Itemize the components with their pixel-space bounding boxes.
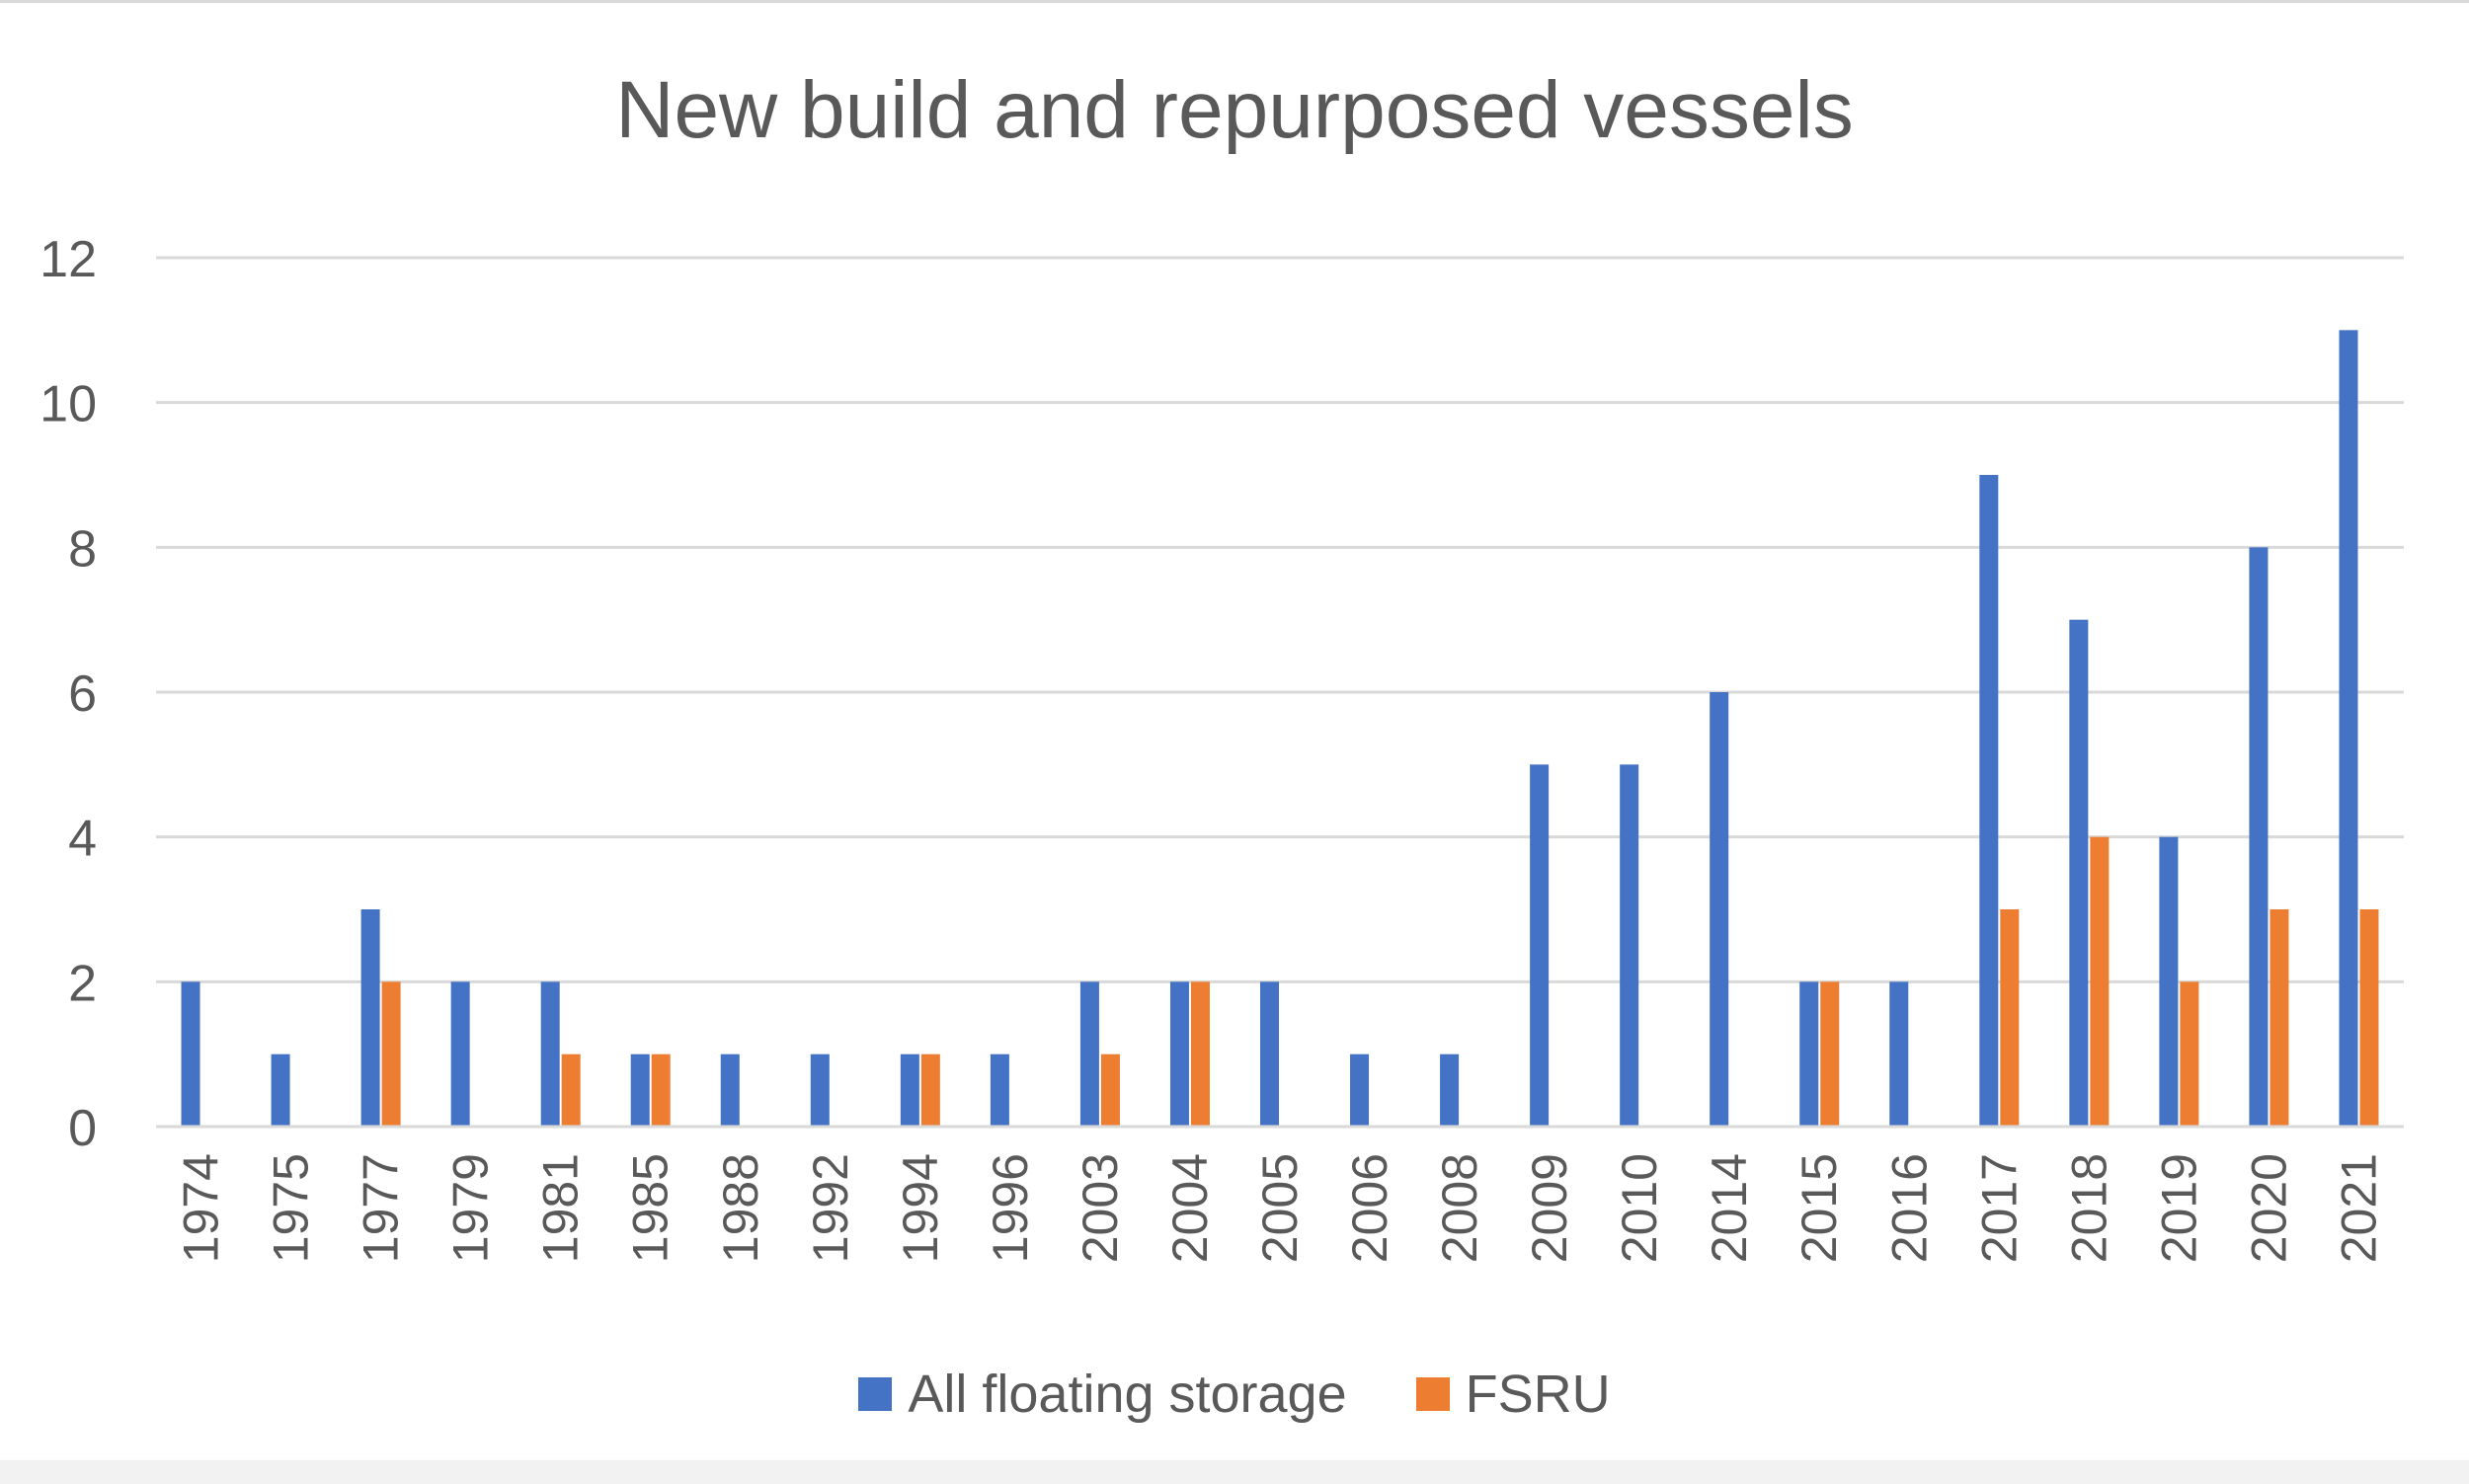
y-tick-label: 6 — [68, 665, 97, 723]
bar-all-floating-storage — [2069, 619, 2089, 1127]
x-tick-label: 1979 — [443, 1153, 499, 1263]
x-tick-label: 1975 — [264, 1153, 319, 1263]
bar-all-floating-storage — [720, 1054, 740, 1127]
x-tick-label: 2009 — [1522, 1153, 1577, 1263]
bar-all-floating-storage — [2339, 330, 2358, 1127]
x-tick-label: 2021 — [2331, 1153, 2386, 1263]
x-tick-label: 2020 — [2241, 1153, 2296, 1263]
bar-fsru — [561, 1054, 581, 1127]
bar-all-floating-storage — [900, 1054, 919, 1127]
y-tick-label: 12 — [40, 231, 97, 288]
bar-fsru — [1190, 981, 1210, 1127]
bar-all-floating-storage — [450, 981, 470, 1127]
bar-fsru — [2000, 909, 2020, 1127]
x-tick-label: 2006 — [1342, 1153, 1397, 1263]
bar-all-floating-storage — [810, 1054, 830, 1127]
bar-all-floating-storage — [1620, 764, 1639, 1127]
x-tick-label: 2003 — [1073, 1153, 1128, 1263]
x-tick-label: 2018 — [2061, 1153, 2116, 1263]
bar-fsru — [1100, 1054, 1120, 1127]
x-tick-label: 1988 — [713, 1153, 768, 1263]
y-axis-ticks: 0 2 4 6 8 10 12 — [40, 231, 97, 1157]
bar-all-floating-storage — [1799, 981, 1819, 1127]
bar-all-floating-storage — [181, 981, 200, 1127]
x-tick-label: 2005 — [1252, 1153, 1308, 1263]
bar-all-floating-storage — [2159, 836, 2179, 1127]
bar-fsru — [2090, 836, 2110, 1127]
legend: All floating storage FSRU — [0, 1364, 2469, 1425]
bar-all-floating-storage — [271, 1054, 290, 1127]
y-tick-label: 4 — [68, 811, 97, 868]
bar-fsru — [920, 1054, 940, 1127]
x-tick-label: 1974 — [174, 1153, 229, 1263]
x-tick-label: 1992 — [803, 1153, 858, 1263]
legend-swatch — [1415, 1377, 1450, 1411]
bar-all-floating-storage — [1440, 1054, 1460, 1127]
x-tick-label: 2019 — [2151, 1153, 2206, 1263]
bar-fsru — [2180, 981, 2199, 1127]
bars — [181, 330, 2379, 1127]
bar-all-floating-storage — [630, 1054, 650, 1127]
bar-fsru — [381, 981, 401, 1127]
bar-all-floating-storage — [360, 909, 380, 1127]
x-tick-label: 1977 — [354, 1153, 409, 1263]
bar-all-floating-storage — [2249, 547, 2269, 1127]
legend-item-fsru[interactable]: FSRU — [1415, 1364, 1611, 1425]
legend-label: FSRU — [1465, 1365, 1611, 1424]
x-tick-label: 2010 — [1612, 1153, 1667, 1263]
x-tick-label: 1981 — [533, 1153, 589, 1263]
y-tick-label: 2 — [68, 955, 97, 1012]
x-tick-label: 1994 — [893, 1153, 948, 1263]
bar-all-floating-storage — [1889, 981, 1909, 1127]
x-axis-ticks: 1974 1975 1977 1979 1981 1985 1988 1992 1994 1996… — [174, 1153, 2387, 1263]
x-tick-label: 2004 — [1162, 1153, 1218, 1263]
bar-all-floating-storage — [1079, 981, 1099, 1127]
bar-fsru — [1820, 981, 1840, 1127]
x-tick-label: 1996 — [983, 1153, 1038, 1263]
bar-fsru — [651, 1054, 671, 1127]
bar-all-floating-storage — [990, 1054, 1009, 1127]
legend-item-all-floating-storage[interactable]: All floating storage — [858, 1364, 1347, 1425]
x-tick-label: 2008 — [1432, 1153, 1487, 1263]
bar-all-floating-storage — [1979, 475, 1999, 1127]
bar-all-floating-storage — [1169, 981, 1189, 1127]
bar-all-floating-storage — [1710, 692, 1729, 1127]
legend-swatch — [858, 1377, 893, 1411]
bar-all-floating-storage — [1260, 981, 1279, 1127]
y-tick-label: 10 — [40, 376, 97, 433]
bar-all-floating-storage — [1350, 1054, 1370, 1127]
y-tick-label: 8 — [68, 520, 97, 578]
x-tick-label: 1985 — [623, 1153, 678, 1263]
y-tick-label: 0 — [68, 1100, 97, 1157]
bar-all-floating-storage — [1530, 764, 1550, 1127]
bar-fsru — [2270, 909, 2289, 1127]
legend-label: All floating storage — [908, 1365, 1347, 1424]
x-tick-label: 2016 — [1881, 1153, 1937, 1263]
gridlines — [156, 256, 2404, 983]
chart-title: New build and repurposed vessels — [615, 65, 1854, 155]
x-tick-label: 2017 — [1971, 1153, 2027, 1263]
x-tick-label: 2014 — [1702, 1153, 1757, 1263]
bar-fsru — [2359, 909, 2379, 1127]
x-tick-label: 2015 — [1792, 1153, 1847, 1263]
bar-all-floating-storage — [540, 981, 560, 1127]
